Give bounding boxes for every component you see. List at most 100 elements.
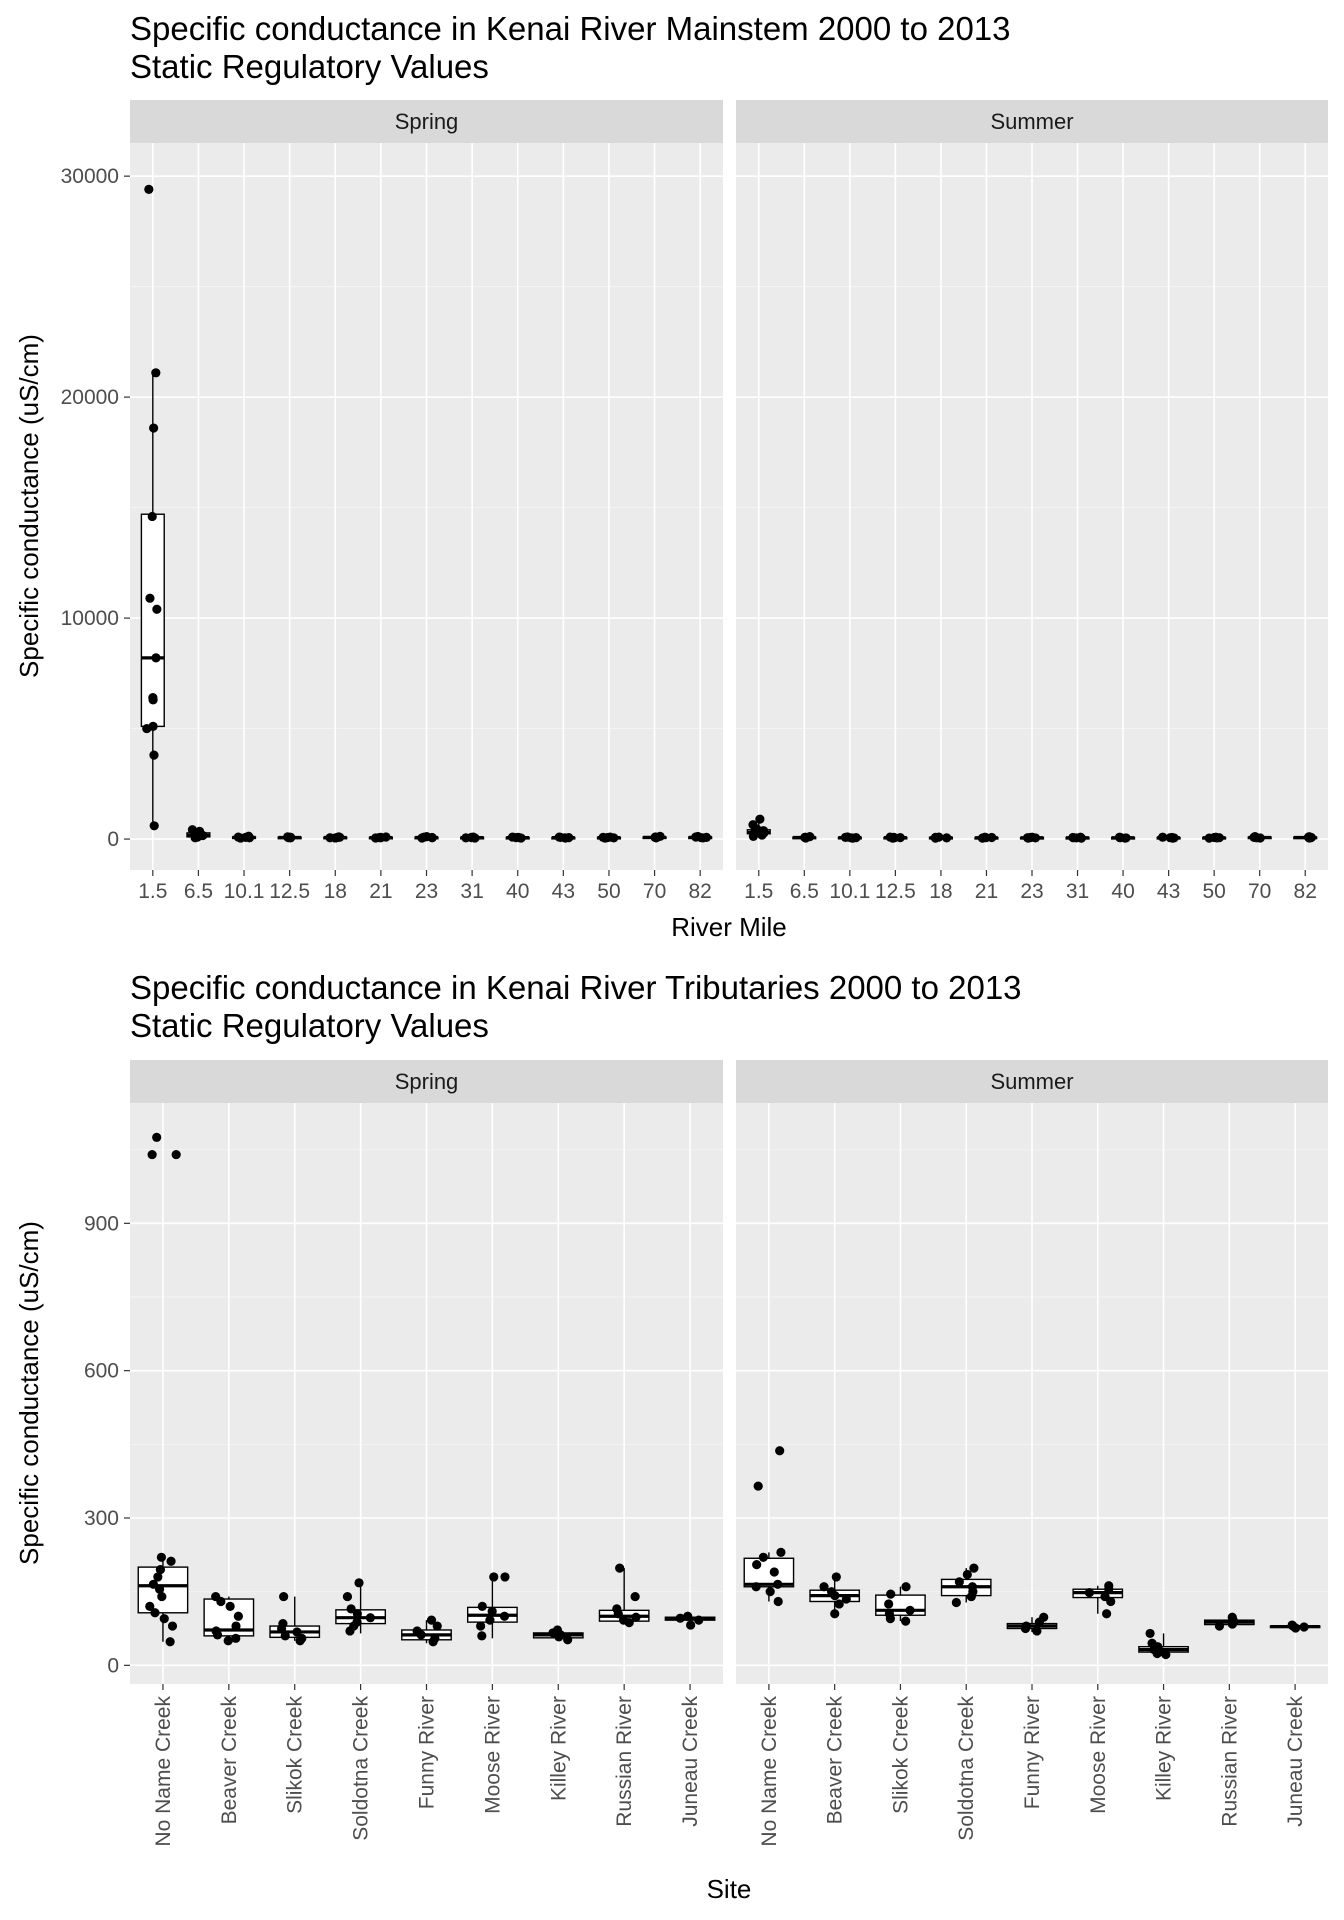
- data-point: [153, 1572, 163, 1582]
- data-point: [1212, 833, 1222, 843]
- data-point: [1304, 833, 1315, 843]
- data-point: [753, 1481, 763, 1491]
- data-point: [1104, 1584, 1114, 1594]
- y-tick-label: 600: [84, 1360, 119, 1383]
- data-point: [630, 1591, 640, 1602]
- data-point: [352, 1609, 362, 1619]
- data-point: [152, 1132, 162, 1142]
- y-tick-label: 30000: [61, 165, 119, 188]
- y-tick-label: 0: [107, 828, 119, 851]
- data-point: [1032, 1626, 1042, 1636]
- data-point: [233, 1611, 243, 1621]
- data-point: [285, 833, 296, 843]
- data-point: [615, 1563, 625, 1573]
- data-point: [516, 833, 526, 843]
- data-point: [755, 814, 765, 824]
- data-point: [156, 1552, 167, 1562]
- data-point: [148, 1579, 158, 1589]
- x-tick-label: 43: [1157, 880, 1180, 903]
- data-point: [884, 1599, 894, 1609]
- data-point: [231, 1621, 241, 1631]
- data-point: [951, 1597, 961, 1608]
- x-tick-label: 43: [552, 880, 575, 903]
- facet-strip-summer: [736, 1060, 1328, 1103]
- data-point: [686, 1620, 696, 1630]
- data-point: [280, 1631, 290, 1641]
- data-point: [1102, 1609, 1112, 1619]
- data-point: [236, 833, 246, 843]
- box-40: [1110, 832, 1136, 843]
- box-moose-river: [1072, 1581, 1124, 1619]
- data-point: [801, 833, 811, 843]
- data-point: [1255, 833, 1265, 843]
- facet-strip-spring: [130, 100, 723, 143]
- data-point: [631, 1612, 641, 1622]
- data-point: [155, 1564, 165, 1575]
- chart-subtitle: Static Regulatory Values: [130, 48, 489, 85]
- data-point: [477, 1631, 487, 1641]
- data-point: [244, 833, 255, 843]
- box-slikok-creek: [269, 1591, 321, 1646]
- data-point: [683, 1611, 693, 1621]
- box-40: [505, 832, 530, 843]
- box-moose-river: [466, 1572, 518, 1641]
- data-point: [758, 1552, 768, 1562]
- data-point: [694, 1615, 704, 1625]
- x-tick-label: Slikok Creek: [284, 1696, 307, 1814]
- box-21: [974, 832, 999, 843]
- facet-label-summer: Summer: [990, 1069, 1073, 1094]
- x-tick-label: 31: [460, 880, 483, 903]
- box-43: [1156, 832, 1181, 843]
- x-tick-label: Funny River: [416, 1696, 439, 1809]
- boxplots: [140, 184, 1318, 843]
- data-point: [427, 833, 437, 843]
- x-tick-label: 12.5: [875, 880, 916, 903]
- data-point: [1158, 832, 1168, 842]
- box-23: [1019, 832, 1045, 843]
- data-point: [489, 1572, 499, 1582]
- data-point: [470, 833, 480, 843]
- x-tick-label: Russian River: [1218, 1696, 1241, 1827]
- data-point: [152, 604, 162, 614]
- data-point: [485, 1615, 495, 1625]
- data-point: [675, 1613, 685, 1623]
- data-point: [223, 1636, 233, 1646]
- x-tick-label: No Name Creek: [152, 1696, 175, 1847]
- data-point: [1023, 833, 1033, 843]
- box-82: [688, 831, 713, 843]
- x-tick-label: 40: [506, 880, 529, 903]
- data-point: [150, 1608, 160, 1618]
- data-point: [147, 511, 157, 522]
- x-tick-label: Soldotna Creek: [350, 1696, 373, 1841]
- facet-strip-summer: [736, 100, 1328, 143]
- data-point: [905, 1605, 915, 1615]
- data-point: [279, 1591, 289, 1602]
- data-point: [157, 1591, 167, 1602]
- box-70: [642, 831, 667, 843]
- x-tick-label: 40: [1111, 880, 1134, 903]
- data-point: [144, 184, 154, 195]
- data-point: [1030, 833, 1041, 843]
- y-tick-label: 0: [107, 1654, 119, 1677]
- box-43: [551, 832, 576, 843]
- data-point: [776, 1547, 786, 1557]
- chart-title: Specific conductance in Kenai River Main…: [130, 10, 1011, 47]
- x-tick-label: 18: [929, 880, 952, 903]
- data-point: [600, 833, 610, 843]
- data-point: [651, 833, 661, 843]
- x-tick-label: 12.5: [269, 880, 310, 903]
- box-70: [1247, 832, 1272, 843]
- data-point: [1204, 833, 1214, 843]
- box-funny-river: [401, 1615, 452, 1647]
- box-funny-river: [1006, 1612, 1058, 1636]
- data-point: [276, 1623, 287, 1634]
- x-tick-label: 23: [415, 880, 438, 903]
- x-tick-label: 21: [975, 880, 998, 903]
- data-point: [698, 833, 708, 843]
- data-point: [775, 1446, 785, 1456]
- data-point: [149, 750, 159, 760]
- x-tick-label: Killey River: [547, 1696, 570, 1801]
- x-tick-label: 10.1: [224, 880, 265, 903]
- data-point: [752, 1560, 762, 1570]
